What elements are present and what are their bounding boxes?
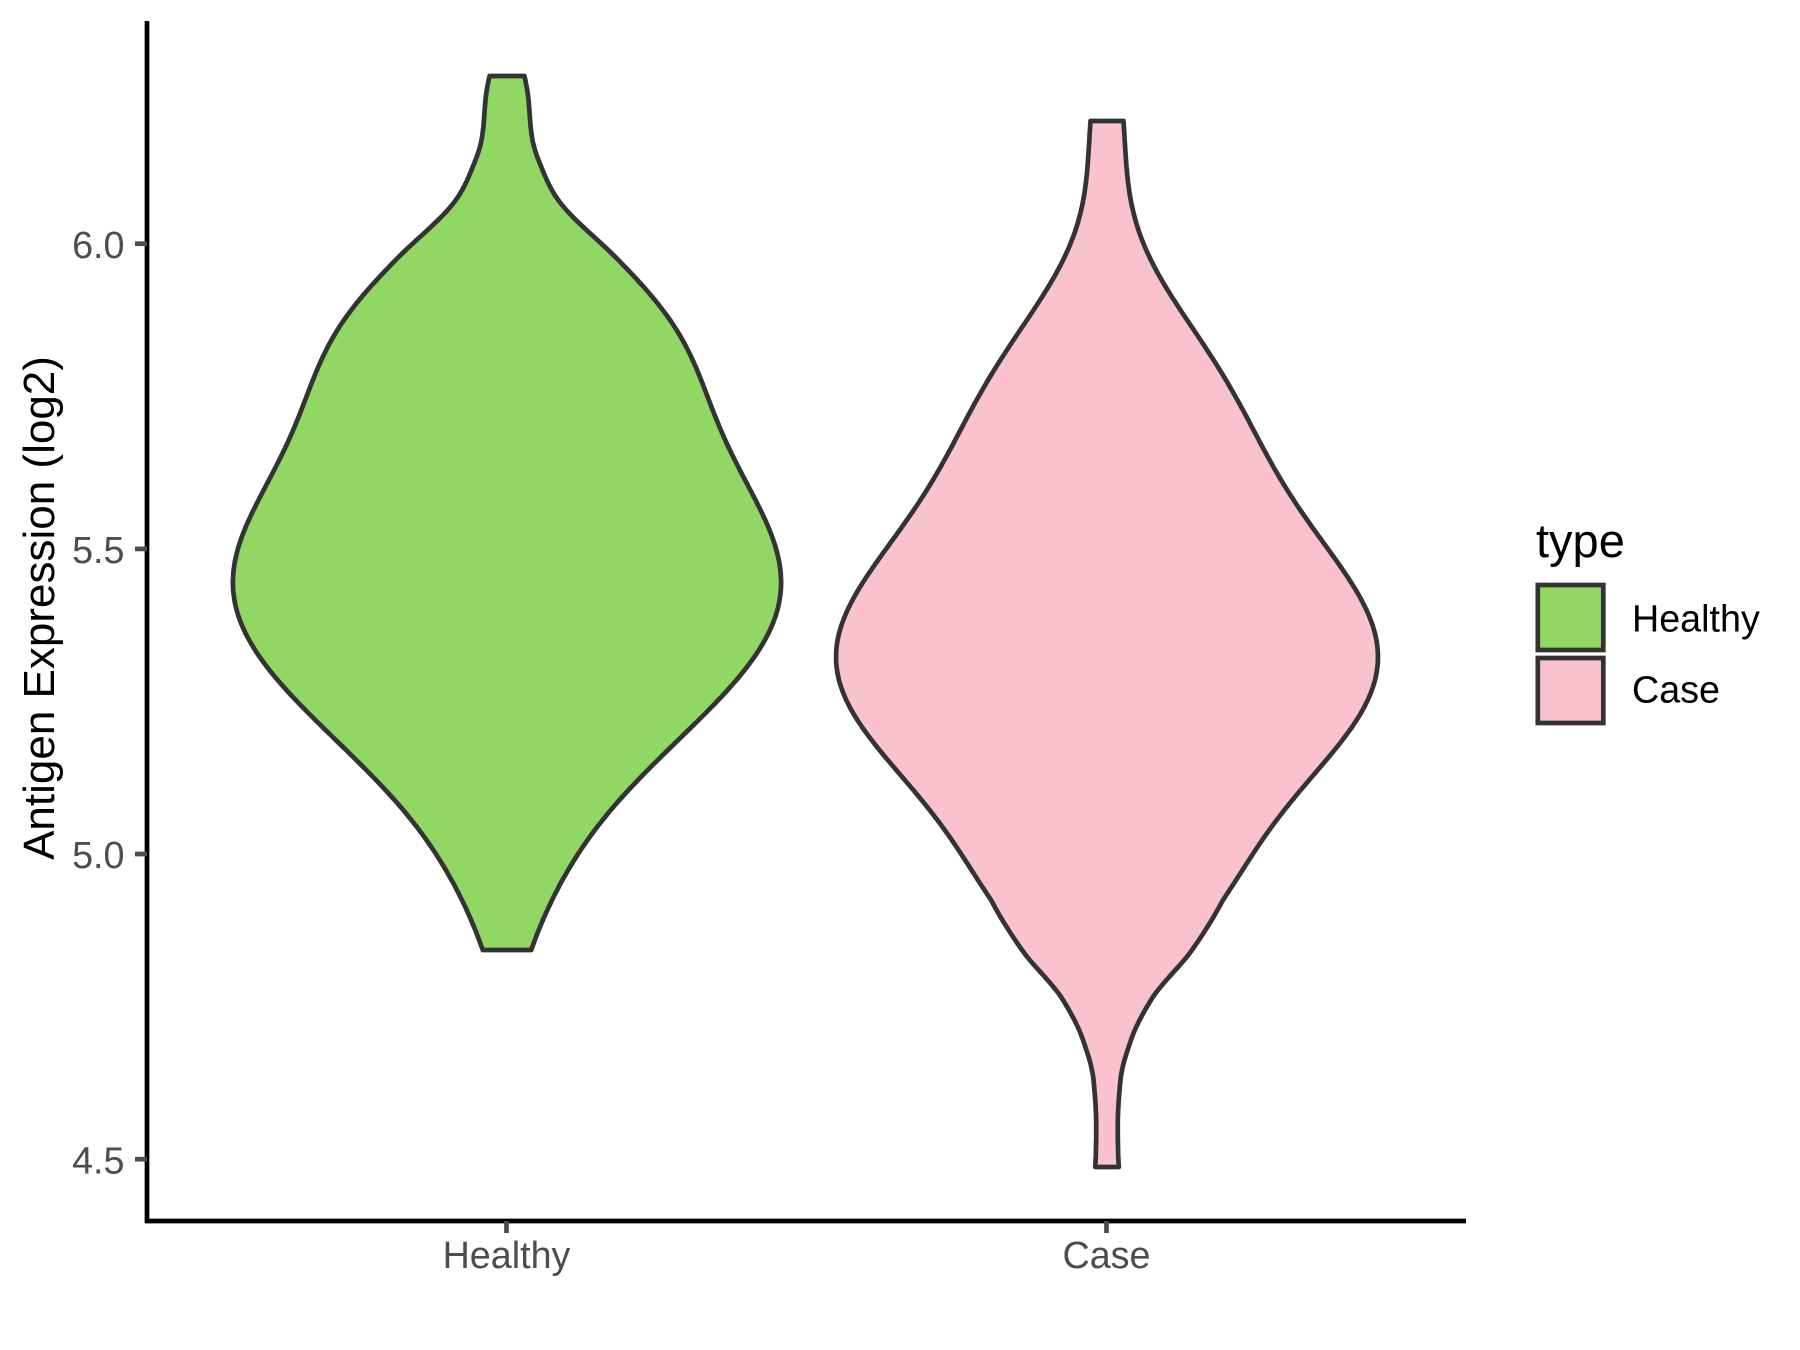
svg-text:Healthy: Healthy [443,1234,571,1276]
svg-text:Case: Case [1063,1234,1151,1276]
svg-text:5.0: 5.0 [72,834,124,876]
svg-text:4.5: 4.5 [72,1139,124,1181]
svg-text:Healthy: Healthy [1632,598,1760,640]
svg-text:Antigen Expression (log2): Antigen Expression (log2) [15,356,64,860]
svg-text:Case: Case [1632,669,1720,711]
svg-text:type: type [1536,514,1625,567]
svg-text:5.5: 5.5 [72,529,124,571]
svg-text:6.0: 6.0 [72,224,124,266]
